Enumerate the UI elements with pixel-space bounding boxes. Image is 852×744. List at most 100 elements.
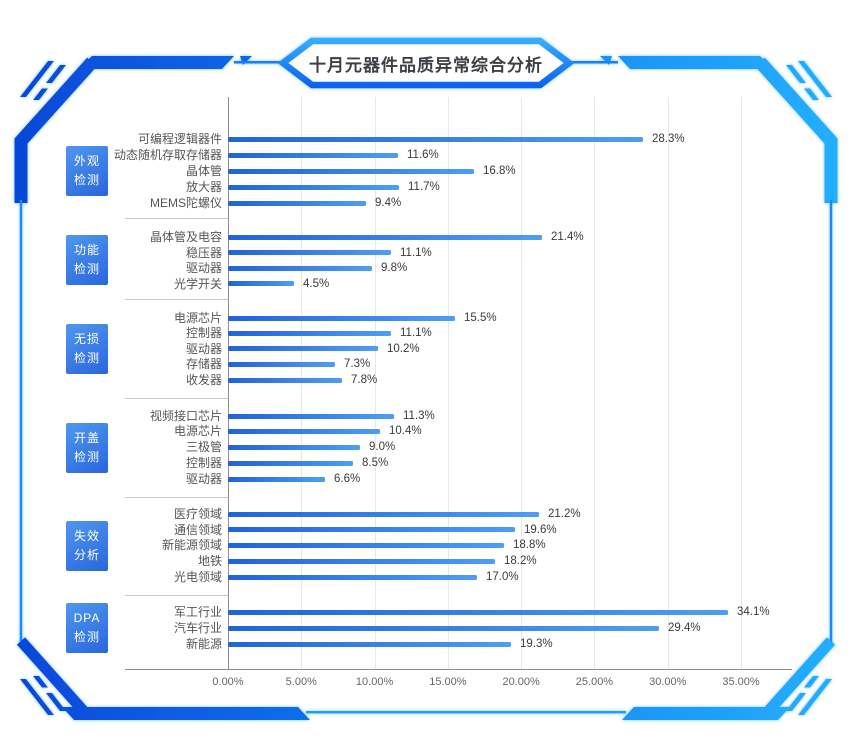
- bar: [228, 250, 391, 255]
- category-label: 地铁: [197, 554, 222, 568]
- bar: [228, 136, 643, 142]
- value-label: 21.2%: [548, 508, 581, 520]
- x-tick-label: 35.00%: [722, 676, 760, 688]
- value-label: 11.1%: [400, 246, 432, 259]
- bar: [228, 574, 477, 580]
- bar: [228, 542, 504, 548]
- bar: [228, 152, 398, 158]
- group-badge: 无损 检测: [66, 324, 108, 374]
- group-separator: [125, 299, 228, 300]
- category-label: 通信领域: [173, 522, 222, 537]
- category-label: MEMS陀螺仪: [149, 196, 222, 210]
- value-label: 9.0%: [369, 441, 396, 453]
- bar: [228, 346, 378, 351]
- group-badge: 功能 检测: [66, 235, 108, 285]
- value-label: 19.3%: [520, 638, 553, 650]
- value-label: 11.7%: [408, 181, 440, 193]
- category-label: 汽车行业: [173, 621, 222, 635]
- value-label: 15.5%: [464, 312, 497, 324]
- x-axis-line: [125, 669, 792, 670]
- group-badge-line: 分析: [73, 547, 100, 562]
- category-label: 可编程逻辑器件: [137, 132, 222, 146]
- category-label: 医疗领域: [173, 507, 222, 521]
- x-tick-label: 15.00%: [429, 676, 467, 688]
- category-label: 控制器: [185, 326, 222, 340]
- x-tick-label: 20.00%: [502, 676, 540, 688]
- value-label: 16.8%: [483, 165, 516, 177]
- group-badge: DPA 检测: [66, 603, 108, 653]
- category-label: 驱动器: [185, 472, 222, 486]
- category-label: 视频接口芯片: [149, 409, 222, 423]
- category-label: 驱动器: [185, 261, 222, 275]
- group-badge-line: 检测: [73, 173, 100, 187]
- bar: [228, 315, 455, 321]
- grid-line: [521, 97, 523, 669]
- group-separator: [125, 398, 228, 399]
- value-label: 4.5%: [303, 277, 330, 290]
- category-label: 驱动器: [185, 341, 222, 356]
- group-badge-line: 功能: [73, 243, 100, 257]
- x-tick-label: 5.00%: [285, 676, 317, 688]
- grid-line: [374, 97, 376, 669]
- category-label: 放大器: [185, 180, 222, 194]
- value-label: 18.8%: [513, 539, 546, 551]
- group-badge-line: 外观: [73, 154, 100, 168]
- group-badge-line: 无损: [73, 332, 100, 346]
- bar: [228, 527, 515, 532]
- category-label: 存储器: [185, 357, 222, 371]
- grid-line: [447, 97, 449, 669]
- category-label: 晶体管及电容: [149, 230, 222, 244]
- category-label: 控制器: [185, 456, 222, 470]
- bar: [228, 361, 335, 367]
- bar: [228, 444, 360, 450]
- group-separator: [125, 497, 228, 498]
- value-label: 10.4%: [389, 425, 422, 437]
- group-separator: [125, 595, 228, 596]
- value-label: 18.2%: [504, 555, 537, 567]
- x-tick-label: 30.00%: [649, 676, 687, 688]
- bar: [228, 413, 394, 419]
- category-label: 新能源: [185, 637, 222, 651]
- page-title: 十月元器件品质异常综合分析: [309, 56, 543, 75]
- category-label: 电源芯片: [173, 424, 222, 438]
- group-badge-line: 检测: [73, 262, 100, 276]
- bar: [228, 234, 542, 240]
- group-separator: [125, 218, 228, 219]
- group-badge: 失效 分析: [66, 520, 108, 571]
- value-label: 10.2%: [387, 342, 420, 355]
- value-label: 9.4%: [375, 197, 402, 209]
- value-label: 11.6%: [407, 149, 439, 161]
- group-badge-line: 失效: [73, 528, 100, 543]
- category-label: 收发器: [185, 373, 222, 387]
- value-label: 9.8%: [381, 262, 408, 274]
- category-label: 动态随机存取存储器: [113, 148, 222, 162]
- value-label: 17.0%: [486, 571, 519, 583]
- bar: [228, 511, 539, 517]
- category-label: 三极管: [185, 440, 222, 454]
- group-badge: 外观 检测: [66, 146, 108, 196]
- value-label: 11.1%: [400, 327, 432, 339]
- bar: [228, 460, 353, 466]
- value-label: 28.3%: [652, 133, 685, 145]
- category-label: 电源芯片: [173, 311, 222, 325]
- category-label: 新能源领域: [161, 538, 222, 552]
- group-badge-line: DPA: [73, 611, 101, 625]
- y-axis-line: [228, 97, 229, 669]
- group-badge-line: 检测: [73, 351, 100, 365]
- value-label: 21.4%: [551, 231, 584, 243]
- value-label: 34.1%: [737, 606, 770, 618]
- x-tick-label: 10.00%: [355, 676, 394, 688]
- value-label: 29.4%: [668, 622, 701, 634]
- group-badge-line: 开盖: [73, 430, 100, 445]
- grid-line: [741, 97, 743, 669]
- x-tick-label: 0.00%: [212, 676, 244, 688]
- bar: [228, 330, 391, 336]
- value-label: 11.3%: [403, 410, 435, 422]
- group-badge-line: 检测: [73, 449, 100, 464]
- bar: [228, 625, 659, 631]
- bar: [228, 265, 372, 271]
- bar: [228, 200, 366, 206]
- category-label: 晶体管: [185, 164, 222, 178]
